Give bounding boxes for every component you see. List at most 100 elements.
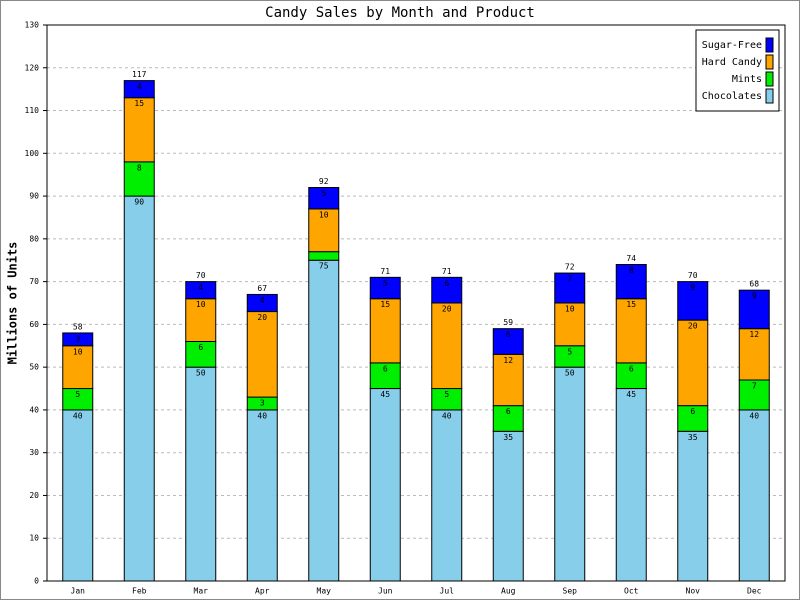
y-tick-label: 0 (34, 577, 39, 586)
value-label: 15 (134, 99, 144, 108)
bar-segment (554, 272, 586, 304)
chart-title: Candy Sales by Month and Product (265, 5, 535, 21)
bar-segment (185, 298, 217, 342)
bar-segment (554, 366, 586, 582)
value-label: 40 (749, 411, 759, 420)
x-tick-label: May (317, 587, 332, 596)
value-label: 50 (565, 369, 575, 378)
value-label: 6 (506, 407, 511, 416)
legend-label: Mints (732, 74, 762, 85)
bar-segment (677, 319, 709, 407)
y-tick-label: 50 (29, 363, 39, 372)
value-label: 9 (690, 283, 695, 292)
bar-segment (615, 362, 647, 390)
bar-segment (492, 405, 524, 432)
value-label: 45 (626, 390, 636, 399)
bar-segment (738, 409, 770, 582)
value-label: 8 (137, 163, 142, 172)
x-tick-label: Dec (747, 587, 762, 596)
value-label: 20 (688, 322, 698, 331)
value-label: 35 (503, 433, 513, 442)
total-label: 92 (319, 177, 329, 186)
bar-segment (492, 353, 524, 407)
total-label: 68 (749, 280, 759, 289)
x-tick-label: Aug (501, 587, 516, 596)
bar-segment (185, 340, 217, 368)
value-label: 45 (380, 390, 390, 399)
value-label: 4 (198, 283, 203, 292)
total-label: 71 (442, 267, 452, 276)
value-label: 5 (383, 279, 388, 288)
total-label: 117 (132, 70, 147, 79)
bar-segment (369, 276, 401, 300)
x-tick-label: Feb (132, 587, 147, 596)
y-tick-label: 100 (25, 149, 40, 158)
value-label: 40 (257, 411, 267, 420)
value-label: 3 (260, 399, 265, 408)
bar-segment (62, 409, 94, 582)
x-tick-label: Jan (71, 587, 86, 596)
value-label: 5 (75, 390, 80, 399)
y-tick-label: 30 (29, 448, 39, 457)
value-label: 40 (73, 411, 83, 420)
x-tick-label: Mar (194, 587, 209, 596)
x-tick-label: Oct (624, 587, 639, 596)
legend-label: Hard Candy (702, 57, 762, 68)
value-label: 40 (442, 411, 452, 420)
value-label: 35 (688, 433, 698, 442)
y-axis-label: Millions of Units (6, 242, 20, 365)
value-label: 12 (503, 356, 513, 365)
bar-segment (738, 328, 770, 381)
value-label: 6 (444, 279, 449, 288)
value-label: 5 (444, 390, 449, 399)
value-label: 4 (260, 296, 265, 305)
y-tick-label: 110 (25, 106, 40, 115)
total-label: 58 (73, 322, 83, 331)
plot-frame (46, 24, 786, 582)
bar-segment (308, 251, 340, 261)
value-label: 5 (567, 347, 572, 356)
bar-segment (492, 430, 524, 582)
bar-segment (123, 80, 155, 99)
value-label: 15 (626, 300, 636, 309)
value-label: 10 (73, 347, 83, 356)
bar-segment (123, 161, 155, 197)
total-label: 67 (257, 284, 267, 293)
bar-segment (492, 328, 524, 355)
value-label: 90 (134, 198, 144, 207)
legend-swatch (765, 71, 774, 87)
total-label: 70 (688, 271, 698, 280)
bar-segment (62, 332, 94, 347)
x-tick-label: Nov (686, 587, 701, 596)
bar-segment (431, 302, 463, 390)
x-tick-label: Sep (563, 587, 578, 596)
total-label: 71 (380, 267, 390, 276)
total-label: 74 (626, 254, 636, 263)
value-label: 6 (506, 330, 511, 339)
legend-label: Chocolates (702, 91, 762, 102)
bar-segment (123, 195, 155, 582)
value-label: 9 (752, 292, 757, 301)
value-label: 12 (749, 330, 759, 339)
total-label: 59 (503, 318, 513, 327)
value-label: 10 (319, 210, 329, 219)
value-label: 6 (629, 364, 634, 373)
bar-segment (246, 293, 278, 313)
value-label: 6 (198, 343, 203, 352)
value-label: 10 (565, 305, 575, 314)
bar-segment (369, 388, 401, 582)
legend-label: Sugar-Free (702, 40, 762, 51)
y-tick-label: 40 (29, 405, 39, 414)
value-label: 8 (629, 266, 634, 275)
bar-segment (431, 276, 463, 304)
total-label: 72 (565, 263, 575, 272)
value-label: 6 (383, 364, 388, 373)
y-tick-label: 80 (29, 234, 39, 243)
value-label: 75 (319, 262, 329, 271)
value-label: 20 (257, 313, 267, 322)
value-label: 50 (196, 369, 206, 378)
y-tick-label: 90 (29, 192, 39, 201)
bar-segment (308, 208, 340, 253)
bar-segment (246, 409, 278, 582)
